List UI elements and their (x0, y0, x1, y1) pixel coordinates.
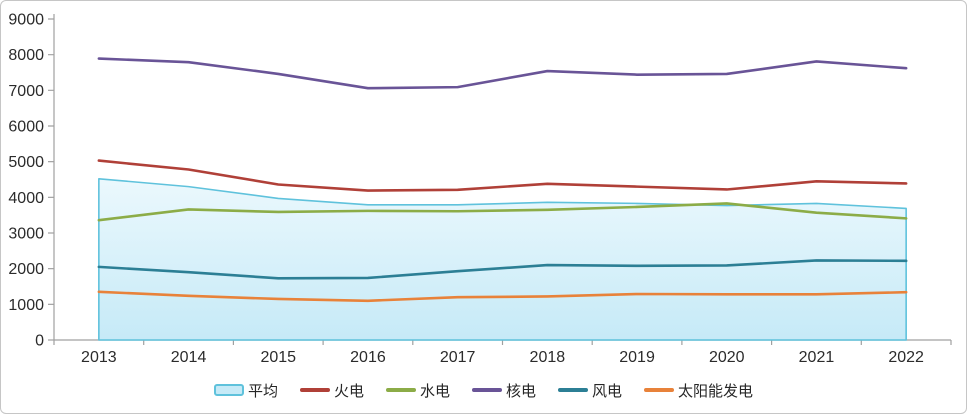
x-axis-label: 2016 (350, 349, 386, 366)
y-axis-label: 3000 (8, 226, 44, 243)
y-axis-label: 7000 (8, 83, 44, 100)
legend-label: 平均 (247, 382, 278, 400)
x-axis-label: 2018 (530, 349, 566, 366)
y-axis-label: 0 (35, 333, 44, 350)
y-axis-label: 1000 (8, 297, 44, 314)
series-wind (97, 259, 908, 280)
series-average (98, 177, 907, 341)
series-nuclear (97, 57, 908, 90)
x-axis-label: 2014 (171, 349, 207, 366)
x-axis-label: 2021 (799, 349, 835, 366)
y-axis-label: 4000 (8, 190, 44, 207)
y-axis-label: 2000 (8, 261, 44, 278)
utilization-hours-chart: 0 1000 2000 3000 4000 5000 6000 7000 8000 9000 201… (8, 12, 952, 366)
y-axis-label: 6000 (8, 119, 44, 136)
y-axis-label: 9000 (8, 12, 44, 29)
x-axis-label: 2019 (619, 349, 655, 366)
x-axis-label: 2015 (260, 349, 296, 366)
chart-legend: 平均 火电 水电 核电 风电 太阳能发电 (1, 373, 966, 407)
legend-item-hydro: 水电 (385, 380, 450, 401)
legend-line-swatch (472, 388, 502, 392)
legend-line-swatch (299, 388, 330, 392)
legend-line-swatch (558, 388, 589, 392)
legend-item-wind: 风电 (558, 380, 622, 401)
legend-area-swatch (213, 384, 244, 396)
legend-line-swatch (385, 388, 416, 392)
series-solar (97, 290, 908, 303)
y-axis-label: 8000 (8, 47, 44, 64)
x-axis-label: 2017 (440, 349, 476, 366)
legend-label: 风电 (592, 382, 623, 400)
legend-item-thermal: 火电 (299, 380, 364, 401)
legend-label: 水电 (419, 382, 450, 400)
y-axis-label: 5000 (8, 154, 44, 171)
x-axis-label: 2022 (888, 349, 924, 366)
legend-item-average: 平均 (213, 380, 278, 401)
series-hydro (97, 202, 908, 222)
series-thermal (97, 159, 908, 192)
x-axis-label: 2020 (709, 349, 745, 366)
legend-item-nuclear: 核电 (472, 380, 536, 401)
legend-label: 太阳能发电 (678, 382, 754, 400)
legend-label: 核电 (506, 382, 537, 400)
x-axis-label: 2013 (81, 349, 117, 366)
legend-item-solar: 太阳能发电 (644, 380, 753, 401)
legend-label: 火电 (333, 382, 364, 400)
legend-line-swatch (644, 388, 675, 392)
